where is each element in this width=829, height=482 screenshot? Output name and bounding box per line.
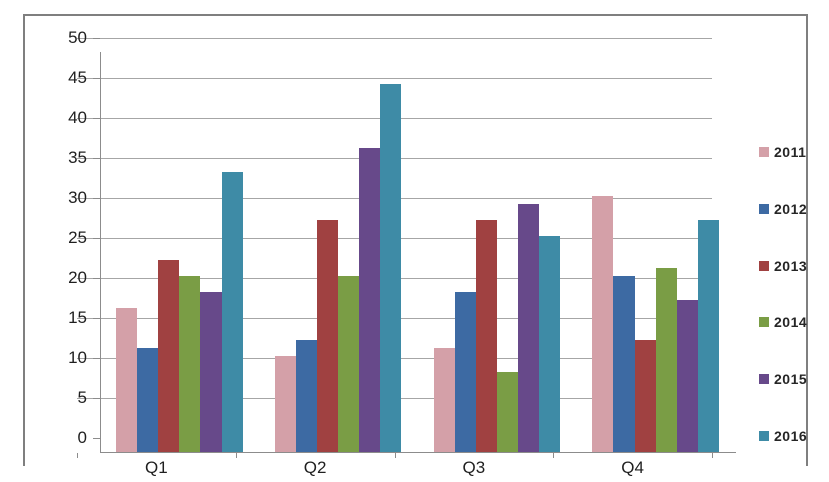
x-axis-tick (712, 453, 713, 458)
x-axis-tick (77, 453, 78, 458)
bar-2012-Q3 (454, 292, 476, 452)
bar-2014-Q1 (179, 276, 201, 452)
bar-2015-Q2 (359, 148, 381, 452)
legend-label: 2016 (774, 428, 808, 444)
legend-label: 2011 (774, 144, 807, 160)
x-axis-label: Q3 (462, 458, 486, 477)
y-axis-tick (93, 318, 100, 319)
chart-legend: 2011 2012 2013 2014 2015 2016 (759, 16, 829, 482)
y-axis-line (100, 52, 101, 452)
legend-label: 2014 (774, 314, 808, 331)
legend-item-2016: 2016 (759, 426, 807, 446)
y-axis-tick (93, 198, 100, 199)
y-axis-label: 15 (68, 308, 87, 327)
y-axis-label: 20 (68, 268, 87, 287)
y-axis-label: 25 (68, 228, 87, 247)
y-axis-label: 30 (68, 188, 87, 207)
x-axis-label: Q2 (303, 458, 327, 477)
bar-2011-Q4 (592, 196, 614, 452)
y-axis-tick (93, 238, 100, 239)
legend-swatch-icon (759, 203, 769, 214)
bar-2011-Q2 (274, 356, 296, 452)
y-axis-tick (93, 398, 100, 399)
y-axis-label: 50 (68, 28, 87, 47)
y-axis-tick (93, 278, 100, 279)
y-axis-tick (93, 158, 100, 159)
bar-2014-Q3 (496, 372, 518, 452)
y-axis-label: 0 (77, 428, 87, 447)
y-axis-tick (93, 358, 100, 359)
y-axis-tick (93, 38, 100, 39)
legend-label: 2013 (774, 257, 808, 274)
x-axis-tick (394, 453, 396, 458)
bar-2013-Q2 (317, 220, 339, 452)
bar-2015-Q3 (517, 204, 540, 452)
bar-2016-Q3 (539, 236, 561, 452)
y-axis-label: 45 (68, 68, 87, 87)
legend-item-2012: 2012 (759, 199, 807, 219)
gridline (77, 78, 712, 79)
y-axis-label: 40 (68, 108, 87, 127)
bar-2016-Q2 (380, 84, 402, 452)
y-axis-tick (93, 78, 100, 79)
y-axis-label: 5 (77, 388, 87, 407)
plot-area (100, 52, 735, 452)
legend-swatch-icon (759, 147, 769, 157)
bar-2011-Q3 (433, 348, 455, 452)
legend-swatch-icon (759, 431, 769, 441)
legend-item-2015: 2015 (759, 369, 807, 389)
legend-label: 2012 (774, 200, 808, 217)
y-axis-tick (93, 118, 100, 119)
y-axis-label: 10 (68, 348, 87, 367)
legend-swatch-icon (759, 260, 769, 271)
bar-2012-Q2 (295, 340, 318, 452)
chart-frame: 0 5 10 15 20 25 30 35 40 45 50 Q1 Q2 Q3 Q4 2011 2012 20… (23, 14, 808, 477)
x-axis-tick (553, 453, 555, 458)
x-axis-line (100, 452, 736, 453)
x-axis-label: Q1 (145, 458, 168, 477)
bar-2011-Q1 (116, 308, 138, 452)
y-axis-label: 35 (68, 148, 87, 167)
bar-2016-Q4 (697, 220, 719, 452)
legend-item-2014: 2014 (759, 312, 807, 332)
bar-2012-Q1 (137, 348, 159, 452)
bar-2013-Q3 (475, 220, 497, 452)
x-axis-tick (235, 453, 237, 458)
bar-2016-Q1 (221, 172, 243, 452)
bar-2013-Q1 (158, 260, 180, 452)
legend-label: 2015 (774, 371, 808, 388)
bar-2015-Q4 (676, 300, 698, 452)
bar-2012-Q4 (613, 276, 635, 452)
legend-swatch-icon (759, 317, 769, 328)
legend-item-2013: 2013 (759, 256, 807, 276)
legend-item-2011: 2011 (759, 142, 806, 162)
bar-2013-Q4 (634, 340, 656, 452)
chart-canvas: 0 5 10 15 20 25 30 35 40 45 50 Q1 Q2 Q3 Q4 2011 2012 20… (23, 14, 808, 477)
x-axis-label: Q4 (621, 458, 644, 477)
bar-2014-Q4 (655, 268, 677, 452)
legend-swatch-icon (759, 374, 769, 385)
y-axis-tick (93, 438, 100, 439)
gridline (77, 38, 712, 39)
bar-2015-Q1 (200, 292, 222, 452)
bar-2014-Q2 (338, 276, 360, 452)
